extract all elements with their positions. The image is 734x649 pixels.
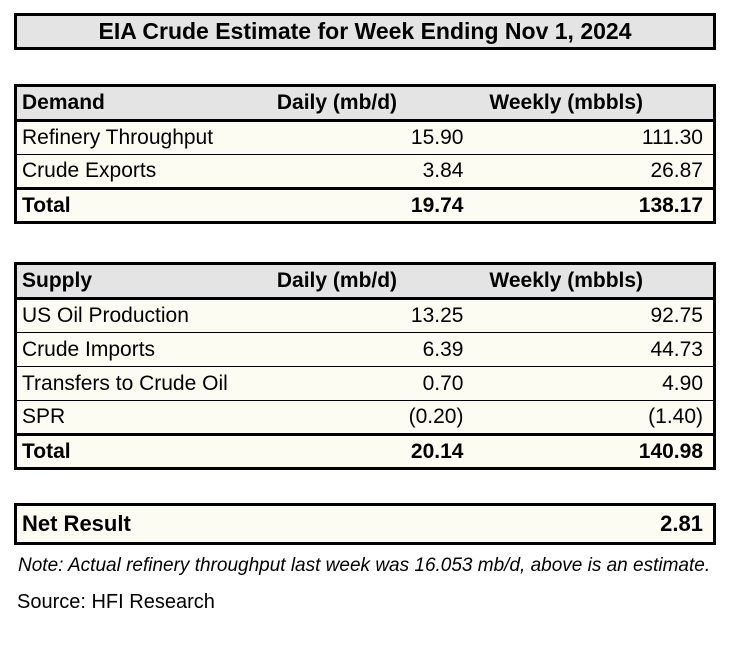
table-row: Refinery Throughput 15.90 111.30 [15, 120, 715, 155]
supply-header-row: Supply Daily (mb/d) Weekly (mbbls) [15, 263, 715, 300]
net-result-label: Net Result [22, 511, 131, 536]
demand-header-weekly: Weekly (mbbls) [473, 85, 715, 122]
table-row: Transfers to Crude Oil 0.70 4.90 [15, 366, 715, 401]
row-weekly-value: 92.75 [473, 298, 715, 333]
row-label: SPR [15, 400, 249, 435]
total-label: Total [15, 187, 249, 223]
row-label: Crude Exports [15, 154, 249, 189]
total-weekly-value: 138.17 [473, 187, 715, 223]
supply-total-row: Total 20.14 140.98 [15, 433, 715, 469]
page: EIA Crude Estimate for Week Ending Nov 1… [0, 13, 734, 614]
page-title: EIA Crude Estimate for Week Ending Nov 1… [14, 13, 716, 50]
net-result-value: 2.81 [660, 511, 703, 536]
row-daily-value: 0.70 [248, 366, 474, 401]
demand-header-daily: Daily (mb/d) [248, 85, 474, 122]
row-weekly-value: (1.40) [473, 400, 715, 435]
demand-header-row: Demand Daily (mb/d) Weekly (mbbls) [15, 85, 715, 122]
table-row: Crude Exports 3.84 26.87 [15, 154, 715, 189]
supply-header-daily: Daily (mb/d) [248, 263, 474, 300]
demand-header-label: Demand [15, 85, 249, 122]
row-daily-value: 13.25 [248, 298, 474, 333]
supply-table: Supply Daily (mb/d) Weekly (mbbls) US Oi… [14, 262, 716, 470]
demand-total-row: Total 19.74 138.17 [15, 187, 715, 223]
supply-header-label: Supply [15, 263, 249, 300]
row-daily-value: 6.39 [248, 332, 474, 367]
row-weekly-value: 4.90 [473, 366, 715, 401]
source-text: Source: HFI Research [17, 591, 215, 613]
supply-header-weekly: Weekly (mbbls) [473, 263, 715, 300]
total-daily-value: 19.74 [248, 187, 474, 223]
row-weekly-value: 44.73 [473, 332, 715, 367]
demand-table: Demand Daily (mb/d) Weekly (mbbls) Refin… [14, 84, 716, 224]
row-weekly-value: 26.87 [473, 154, 715, 189]
row-label: Crude Imports [15, 332, 249, 367]
table-row: SPR (0.20) (1.40) [15, 400, 715, 435]
row-weekly-value: 111.30 [473, 120, 715, 155]
total-weekly-value: 140.98 [473, 433, 715, 469]
net-result-bar: Net Result 2.81 [14, 503, 716, 545]
row-label: US Oil Production [15, 298, 249, 333]
table-row: US Oil Production 13.25 92.75 [15, 298, 715, 333]
note-text: Note: Actual refinery throughput last we… [18, 555, 711, 576]
row-daily-value: 3.84 [248, 154, 474, 189]
total-label: Total [15, 433, 249, 469]
row-daily-value: 15.90 [248, 120, 474, 155]
row-label: Refinery Throughput [15, 120, 249, 155]
total-daily-value: 20.14 [248, 433, 474, 469]
table-row: Crude Imports 6.39 44.73 [15, 332, 715, 367]
row-label: Transfers to Crude Oil [15, 366, 249, 401]
row-daily-value: (0.20) [248, 400, 474, 435]
